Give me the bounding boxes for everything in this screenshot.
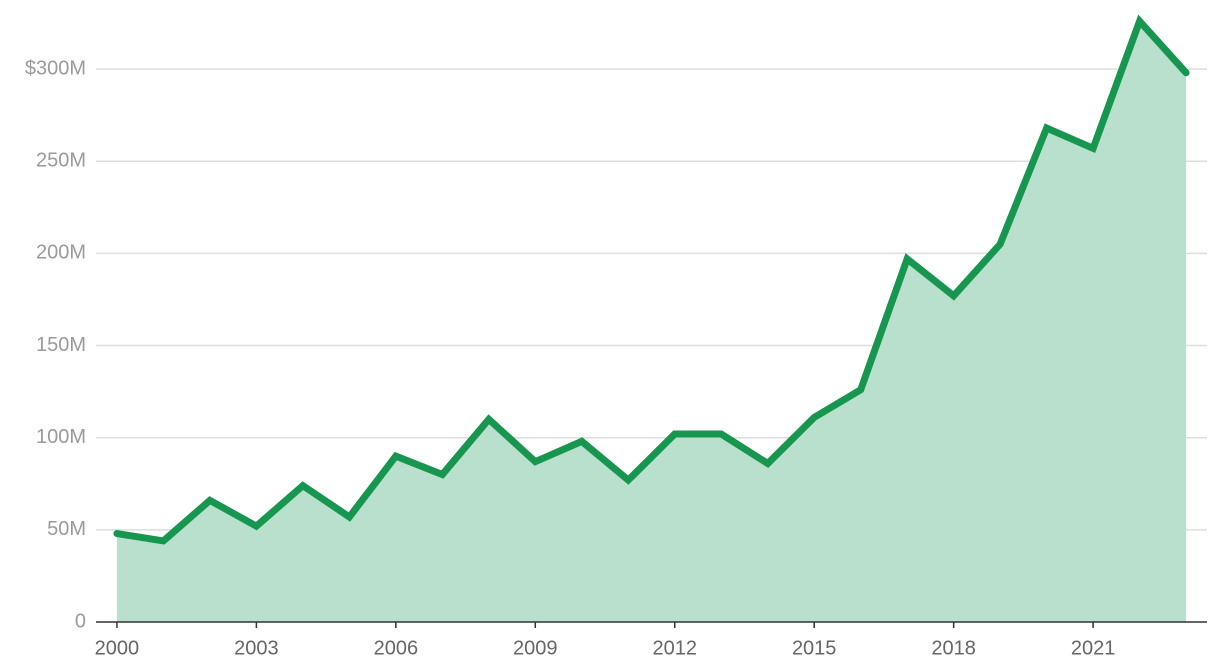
- y-tick-label: 100M: [36, 426, 86, 448]
- x-tick-label: 2021: [1071, 637, 1116, 659]
- y-tick-label: 50M: [47, 518, 86, 540]
- line: [113, 14, 1190, 545]
- area: [116, 21, 1187, 623]
- x-tick-label: 2003: [234, 637, 279, 659]
- x-tick-label: 2006: [374, 637, 419, 659]
- y-tick-label: $300M: [25, 57, 86, 79]
- y-tick-label: 150M: [36, 334, 86, 356]
- x-tick-label: 2015: [792, 637, 837, 659]
- y-tick-label: 200M: [36, 242, 86, 264]
- y-tick-label: 250M: [36, 150, 86, 172]
- x-tick-label: 2018: [931, 637, 976, 659]
- x-tick-label: 2009: [513, 637, 558, 659]
- x-tick-label: 2012: [652, 637, 697, 659]
- x-tick-label: 2000: [95, 637, 140, 659]
- y-tick-label: 0: [75, 610, 86, 632]
